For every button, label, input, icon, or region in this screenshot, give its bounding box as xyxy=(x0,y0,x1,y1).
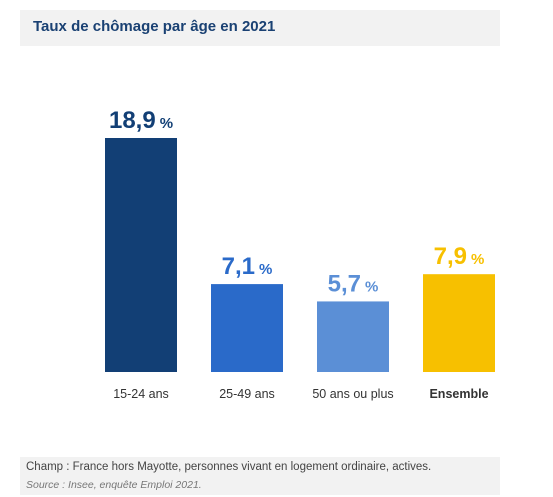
data-label-50-ans-ou-plus: 5,7% xyxy=(328,270,379,297)
data-label-ensemble: 7,9% xyxy=(434,243,485,270)
chart-title: Taux de chômage par âge en 2021 xyxy=(33,18,276,35)
bar-15-24-ans xyxy=(105,138,177,372)
data-label-15-24-ans: 18,9% xyxy=(109,107,173,134)
source-note: Source : Insee, enquête Emploi 2021. xyxy=(26,479,202,491)
footer-band xyxy=(20,457,500,495)
bar-25-49-ans xyxy=(211,284,283,372)
bar-50-ans-ou-plus xyxy=(317,301,389,372)
category-label-50-ans-ou-plus: 50 ans ou plus xyxy=(312,387,393,401)
category-label-ensemble: Ensemble xyxy=(429,387,488,401)
data-label-25-49-ans: 7,1% xyxy=(222,253,273,280)
chart-panel xyxy=(20,46,500,457)
footnote: Champ : France hors Mayotte, personnes v… xyxy=(26,461,432,473)
category-label-15-24-ans: 15-24 ans xyxy=(113,387,169,401)
category-label-25-49-ans: 25-49 ans xyxy=(219,387,275,401)
bar-ensemble xyxy=(423,274,495,372)
title-band xyxy=(20,10,500,46)
